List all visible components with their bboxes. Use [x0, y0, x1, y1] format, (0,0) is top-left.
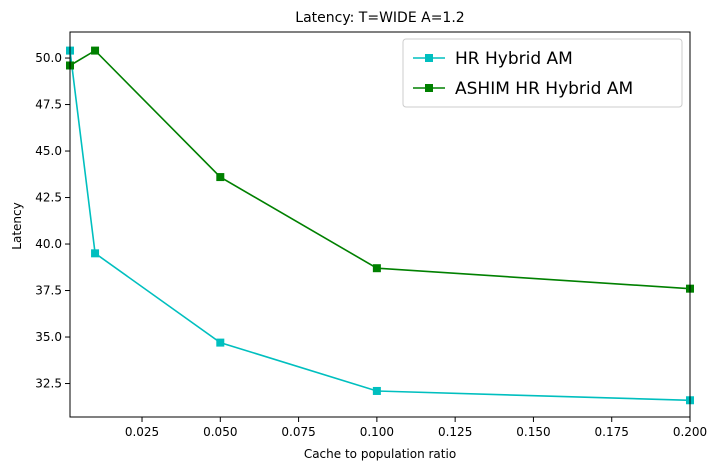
x-tick-label: 0.100	[360, 425, 394, 439]
x-tick-label: 0.200	[673, 425, 707, 439]
x-axis-label: Cache to population ratio	[304, 447, 456, 461]
y-axis-label: Latency	[10, 202, 24, 249]
y-tick-label: 42.5	[35, 191, 62, 205]
y-tick-label: 32.5	[35, 377, 62, 391]
y-tick-label: 47.5	[35, 98, 62, 112]
legend-item: HR Hybrid AM	[413, 49, 573, 69]
x-tick-label: 0.175	[595, 425, 629, 439]
legend-label: ASHIM HR Hybrid AM	[455, 79, 633, 99]
legend-box	[402, 38, 683, 108]
x-tick-label: 0.050	[203, 425, 237, 439]
x-tick-label: 0.150	[516, 425, 550, 439]
x-tick-label: 0.125	[438, 425, 472, 439]
data-point-marker	[216, 338, 225, 347]
data-point-marker	[372, 386, 381, 395]
legend-label: HR Hybrid AM	[455, 49, 573, 69]
y-tick-label: 35.0	[35, 330, 62, 344]
legend-item: ASHIM HR Hybrid AM	[413, 79, 633, 99]
legend: HR Hybrid AM ASHIM HR Hybrid AM	[402, 38, 683, 108]
series-layer	[66, 46, 694, 405]
chart-title: Latency: T=WIDE A=1.2	[295, 10, 464, 26]
y-tick-label: 45.0	[35, 144, 62, 158]
legend-marker	[425, 84, 433, 92]
x-tick-label: 0.075	[281, 425, 315, 439]
y-tick-label: 50.0	[35, 51, 62, 65]
y-tick-label: 40.0	[35, 237, 62, 251]
legend-marker	[425, 54, 433, 62]
x-tick-label: 0.025	[125, 425, 159, 439]
data-point-marker	[216, 173, 225, 182]
y-tick-label: 37.5	[35, 284, 62, 298]
plot-frame	[69, 31, 691, 418]
data-point-marker	[91, 46, 100, 55]
x-axis-ticks: 0.025 0.050 0.075 0.100 0.125 0.150 0.175 0.200	[125, 417, 707, 439]
data-point-marker	[91, 249, 100, 258]
data-point-marker	[372, 264, 381, 273]
y-axis-ticks: 32.5 35.0 37.5 40.0 42.5 45.0 47.5 50.0	[35, 51, 70, 391]
